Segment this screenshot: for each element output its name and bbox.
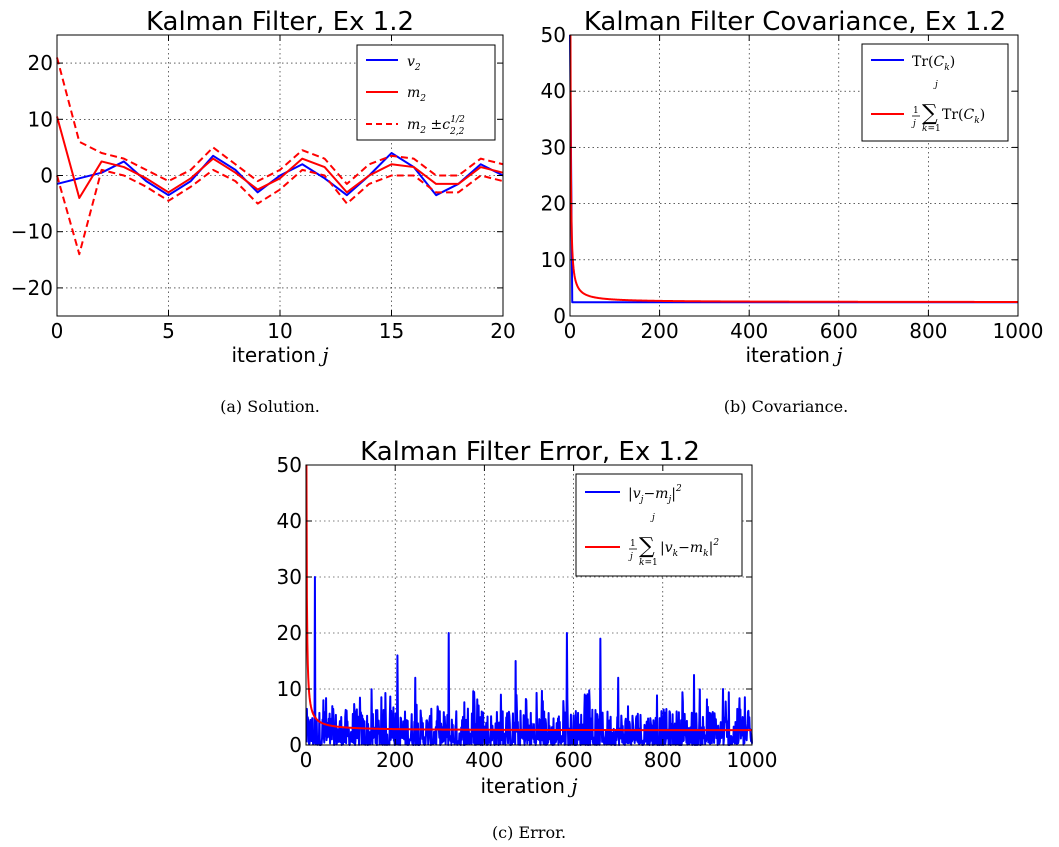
chart-c-xtick-label: 800 [644, 748, 682, 772]
chart-c-frame [305, 464, 753, 746]
chart-a-title: Kalman Filter, Ex 1.2 [146, 7, 414, 37]
chart-c-xlabel: iteration j [480, 774, 577, 798]
chart-a-series-2 [56, 57, 504, 185]
chart-c-ytick-label: 40 [277, 509, 302, 533]
chart-a-series-3 [56, 168, 504, 256]
chart-a-ytick-label: −20 [11, 276, 53, 300]
caption-b: (b) Covariance. [724, 397, 848, 416]
chart-b-xtick-label: 0 [564, 319, 577, 343]
chart-b-title: Kalman Filter Covariance, Ex 1.2 [584, 7, 1006, 37]
chart-c-ytick-label: 30 [277, 565, 302, 589]
chart-a-xtick-label: 10 [267, 319, 292, 343]
chart-b-xtick-label: 400 [730, 319, 768, 343]
chart-b-ytick-label: 0 [553, 304, 566, 328]
chart-b-ytick-label: 10 [541, 248, 566, 272]
chart-b-xtick-label: 1000 [993, 319, 1044, 343]
chart-c-ytick-label: 20 [277, 621, 302, 645]
chart-c-title: Kalman Filter Error, Ex 1.2 [360, 437, 700, 467]
chart-b-legend: Tr(Ck) 1 j j ∑ k=1 Tr(Ck) [861, 43, 1009, 142]
chart-c-xtick-label: 1000 [727, 748, 778, 772]
chart-a-xtick-label: 0 [51, 319, 64, 343]
caption-c: (c) Error. [492, 823, 566, 842]
chart-a-legend: v2 m2 m2 ±c2,21/2 [356, 44, 496, 141]
chart-c-legend: |vj−mj|2 1 j j ∑ k=1 |vk−mk|2 [575, 473, 743, 577]
chart-a-ytick-label: 20 [28, 51, 53, 75]
svg-text:∑: ∑ [922, 101, 938, 126]
chart-a-series-1 [56, 116, 504, 199]
chart-c-ytick-label: 10 [277, 677, 302, 701]
svg-text:j: j [933, 80, 938, 90]
chart-c-series [305, 464, 753, 746]
chart-b-xtick-label: 600 [820, 319, 858, 343]
svg-text:|vk−mk|2: |vk−mk|2 [660, 538, 719, 559]
chart-b-xtick-label: 200 [641, 319, 679, 343]
chart-c-ytick-label: 50 [277, 453, 302, 477]
chart-c: Kalman Filter Error, Ex 1.2 0 200 400 600 80… [277, 437, 778, 798]
chart-a-series [56, 57, 504, 256]
chart-c-xtick-label: 200 [376, 748, 414, 772]
chart-a: Kalman Filter, Ex 1.2 0 5 10 15 20 −20 −10 0 10 2… [11, 7, 516, 367]
chart-b-frame [569, 34, 1019, 317]
legend-label-error: |vj−mj|2 [628, 484, 682, 505]
chart-c-xtick-label: 0 [300, 748, 313, 772]
chart-b-ytick-label: 20 [541, 192, 566, 216]
chart-a-xtick-label: 15 [379, 319, 404, 343]
chart-b-xlabel: iteration j [745, 343, 842, 367]
chart-c-xtick-label: 400 [465, 748, 503, 772]
svg-text:j: j [650, 513, 655, 523]
caption-a: (a) Solution. [220, 397, 320, 416]
chart-c-ytick-label: 0 [289, 733, 302, 757]
chart-b-ytick-label: 30 [541, 135, 566, 159]
chart-b-series [569, 34, 1019, 304]
chart-c-xtick-label: 600 [555, 748, 593, 772]
chart-c-series-1 [305, 464, 753, 732]
svg-text:k=1: k=1 [639, 558, 658, 568]
chart-b-ticks: 0 200 400 600 800 1000 0 10 20 30 40 50 [541, 23, 1044, 343]
chart-a-xtick-label: 5 [162, 319, 175, 343]
chart-a-ytick-label: −10 [11, 220, 53, 244]
svg-text:j: j [911, 119, 916, 129]
chart-b-xtick-label: 800 [909, 319, 947, 343]
chart-a-ytick-label: 10 [28, 107, 53, 131]
chart-b-ytick-label: 50 [541, 23, 566, 47]
chart-a-xtick-label: 20 [490, 319, 515, 343]
svg-text:k=1: k=1 [922, 124, 941, 134]
svg-text:1: 1 [630, 539, 636, 549]
chart-a-xlabel: iteration j [231, 343, 328, 367]
chart-a-ytick-label: 0 [40, 164, 53, 188]
chart-a-ticks: 0 5 10 15 20 −20 −10 0 10 20 [11, 35, 516, 343]
svg-text:j: j [628, 552, 633, 562]
svg-text:1: 1 [913, 106, 919, 116]
chart-c-ticks: 0 200 400 600 800 1000 0 10 20 30 40 50 [277, 453, 778, 772]
svg-text:∑: ∑ [639, 534, 655, 559]
chart-b-series-1 [569, 34, 1019, 303]
chart-b: Kalman Filter Covariance, Ex 1.2 0 200 400… [541, 7, 1044, 367]
chart-b-ytick-label: 40 [541, 79, 566, 103]
